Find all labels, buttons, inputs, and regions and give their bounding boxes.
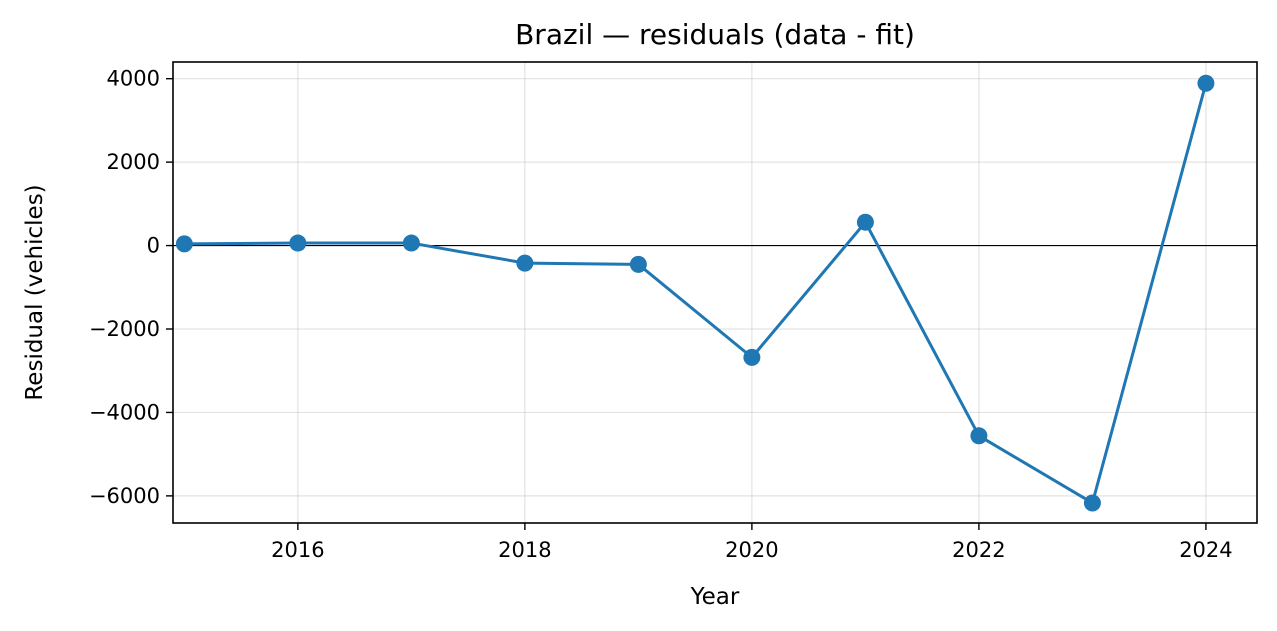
plot-frame xyxy=(172,61,1258,524)
data-point xyxy=(402,234,420,252)
chart-title: Brazil — residuals (data - fit) xyxy=(515,18,915,51)
data-point xyxy=(516,254,534,272)
y-tick-label: −4000 xyxy=(89,400,160,424)
data-point xyxy=(743,348,761,366)
x-tick-label: 2024 xyxy=(1179,538,1232,562)
data-point xyxy=(629,255,647,273)
ticks: 2016 2018 2020 2022 2024 4000 2000 0 −2000 −4000 −… xyxy=(89,67,1233,562)
data-point xyxy=(970,427,988,445)
x-tick-label: 2020 xyxy=(725,538,778,562)
data-point xyxy=(856,213,874,231)
x-tick-label: 2022 xyxy=(952,538,1005,562)
data-point xyxy=(1083,494,1101,512)
series-line xyxy=(184,82,1208,505)
x-axis-label: Year xyxy=(690,584,740,610)
data-point xyxy=(289,234,307,252)
data-point xyxy=(175,235,193,253)
y-tick-label: 4000 xyxy=(107,67,160,91)
y-axis-label: Residual (vehicles) xyxy=(22,184,48,400)
y-tick-label: −2000 xyxy=(89,317,160,341)
x-tick-label: 2018 xyxy=(498,538,551,562)
series-group xyxy=(175,74,1215,512)
y-tick-label: 0 xyxy=(147,234,160,258)
y-tick-label: 2000 xyxy=(107,150,160,174)
y-tick-label: −6000 xyxy=(89,484,160,508)
data-point xyxy=(1197,74,1215,92)
x-tick-label: 2016 xyxy=(271,538,324,562)
grid xyxy=(173,62,1257,523)
